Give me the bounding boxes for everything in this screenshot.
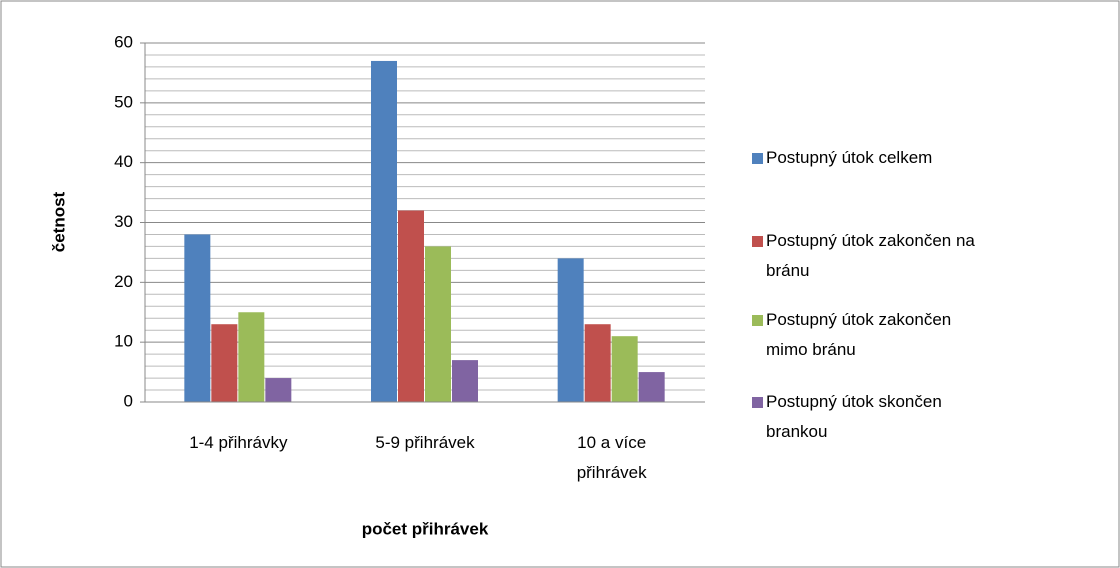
bar [557,258,584,402]
x-axis-label: počet přihrávek [362,519,489,538]
bar [265,378,292,402]
legend-swatch [752,236,763,247]
y-tick-label: 30 [114,212,133,231]
legend-swatch [752,153,763,164]
legend-swatch [752,397,763,408]
bar [398,210,424,402]
y-tick-label: 40 [114,152,133,171]
bar [638,372,665,402]
bar [211,324,238,402]
y-tick-label: 50 [114,92,133,111]
bar [584,324,611,402]
bar [452,360,478,402]
legend-label: Postupný útok skončen brankou [766,392,942,441]
legend-label: Postupný útok celkem [766,148,933,167]
y-axis-label: četnost [49,191,68,252]
bar [238,312,265,402]
legend-swatch [752,315,763,326]
y-tick-label: 20 [114,272,133,291]
legend-label: Postupný útok zakončen na bránu [766,231,975,280]
bar [371,60,397,402]
legend-label: Postupný útok zakončen mimo bránu [766,310,952,359]
x-tick-label: 1-4 přihrávky [189,433,288,452]
bar [184,234,211,402]
x-tick-label: 10 a více přihrávek [576,433,647,482]
y-tick-label: 10 [114,332,133,351]
y-tick-label: 0 [124,391,133,410]
y-tick-label: 60 [114,32,133,51]
x-tick-label: 5-9 přihrávek [375,433,475,452]
bar [425,246,451,402]
bar [611,336,638,402]
